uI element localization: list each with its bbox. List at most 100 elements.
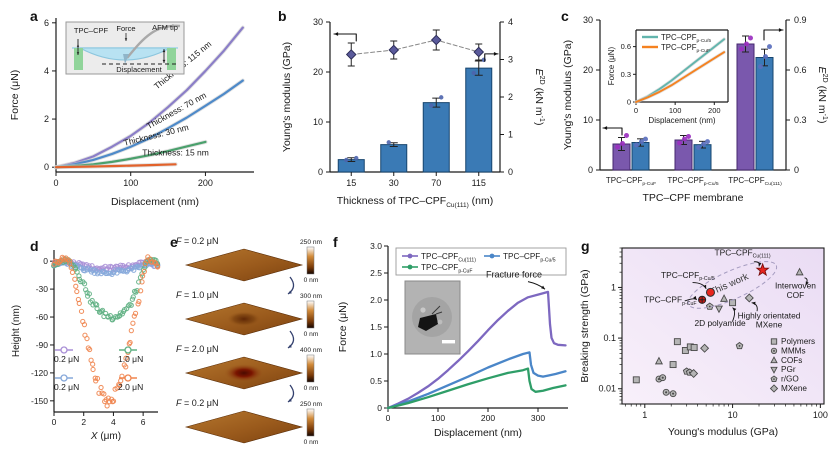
svg-text:TPC–CPFCu(111): TPC–CPFCu(111) xyxy=(728,176,782,187)
panel-label-a: a xyxy=(30,8,38,24)
svg-text:PGr: PGr xyxy=(781,365,796,374)
svg-text:2.0 μN: 2.0 μN xyxy=(118,382,143,392)
svg-text:30: 30 xyxy=(583,15,593,25)
svg-text:0.2 μN: 0.2 μN xyxy=(54,382,79,392)
svg-text:0: 0 xyxy=(794,165,799,175)
svg-text:0: 0 xyxy=(52,417,57,427)
svg-text:0 nm: 0 nm xyxy=(304,331,319,338)
svg-text:2: 2 xyxy=(508,92,513,102)
svg-text:4: 4 xyxy=(508,17,513,27)
svg-text:COFs: COFs xyxy=(781,356,802,365)
svg-text:6: 6 xyxy=(141,417,146,427)
svg-text:MXene: MXene xyxy=(756,320,783,330)
svg-text:100: 100 xyxy=(123,178,138,188)
svg-text:0: 0 xyxy=(627,98,631,107)
svg-text:TPC–CPFp-CuF: TPC–CPFp-CuF xyxy=(661,43,710,54)
svg-text:10: 10 xyxy=(583,115,593,125)
panel-label-e: e xyxy=(170,234,178,250)
svg-text:0 nm: 0 nm xyxy=(304,277,319,284)
svg-text:Young's modulus (GPa): Young's modulus (GPa) xyxy=(562,40,574,150)
svg-text:300: 300 xyxy=(531,413,545,423)
panel-label-d: d xyxy=(30,238,39,254)
svg-text:0: 0 xyxy=(588,165,593,175)
svg-text:TPC–CPFp-CuF: TPC–CPFp-CuF xyxy=(644,295,697,307)
panel-g-strength-modulus-scatter: 1 10 100 0.01 0.1 1 Young's modulus (GPa) Break… xyxy=(579,247,828,438)
svg-text:10: 10 xyxy=(728,410,738,420)
svg-text:TPC–CPFp-CuF: TPC–CPFp-CuF xyxy=(606,176,656,187)
svg-text:0.3: 0.3 xyxy=(621,70,631,79)
svg-text:-60: -60 xyxy=(36,312,49,322)
svg-text:30: 30 xyxy=(313,17,323,27)
svg-text:6: 6 xyxy=(44,18,49,28)
svg-text:1: 1 xyxy=(508,130,513,140)
svg-text:0.3: 0.3 xyxy=(794,115,807,125)
panel-label-b: b xyxy=(278,8,287,24)
svg-text:1: 1 xyxy=(611,282,616,292)
svg-text:Fracture force: Fracture force xyxy=(486,269,542,279)
svg-text:Young's modulus (GPa): Young's modulus (GPa) xyxy=(668,426,778,438)
svg-text:-120: -120 xyxy=(31,368,48,378)
svg-text:0.01: 0.01 xyxy=(598,384,616,394)
panel-d-height-profile-chart: 0 -30 -60 -90 -120 -150 0 2 4 6 X (μm) Height (nm) 0… xyxy=(11,250,161,442)
svg-text:Young's modulus (GPa): Young's modulus (GPa) xyxy=(281,42,293,152)
svg-text:2D polyamide: 2D polyamide xyxy=(694,318,746,328)
svg-text:2: 2 xyxy=(44,114,49,124)
svg-text:TPC–CPFp-CuF: TPC–CPFp-CuF xyxy=(421,263,472,274)
svg-text:200: 200 xyxy=(198,178,213,188)
svg-text:3: 3 xyxy=(508,55,513,65)
svg-text:70: 70 xyxy=(431,178,441,188)
svg-text:Thickness: 15 nm: Thickness: 15 nm xyxy=(142,148,209,158)
svg-text:4: 4 xyxy=(111,417,116,427)
svg-text:COF: COF xyxy=(787,290,805,300)
svg-text:E2D (kN m-1): E2D (kN m-1) xyxy=(816,67,829,124)
svg-text:Height (nm): Height (nm) xyxy=(11,305,22,357)
svg-text:Interwoven: Interwoven xyxy=(775,281,816,291)
svg-text:TPC–CPFp-Cu/5: TPC–CPFp-Cu/5 xyxy=(667,176,719,187)
svg-text:MMMs: MMMs xyxy=(781,346,806,355)
svg-text:0.6: 0.6 xyxy=(621,42,631,51)
svg-text:AFM tip: AFM tip xyxy=(152,23,178,32)
svg-text:0.6: 0.6 xyxy=(794,65,807,75)
svg-text:Polymers: Polymers xyxy=(781,337,815,346)
svg-text:Force (μN): Force (μN) xyxy=(9,70,21,120)
svg-text:TPC–CPFCu(111): TPC–CPFCu(111) xyxy=(421,252,476,263)
svg-text:-150: -150 xyxy=(31,396,48,406)
svg-text:1.5: 1.5 xyxy=(370,322,382,332)
svg-text:Force (μN): Force (μN) xyxy=(607,46,616,85)
svg-text:TPC–CPF membrane: TPC–CPF membrane xyxy=(643,192,744,204)
svg-text:0 nm: 0 nm xyxy=(304,439,319,446)
svg-text:0: 0 xyxy=(634,106,638,115)
svg-text:250 nm: 250 nm xyxy=(300,239,323,246)
svg-text:TPC–CPFCu(111): TPC–CPFCu(111) xyxy=(715,247,771,259)
svg-text:200: 200 xyxy=(481,413,495,423)
svg-text:F = 1.0 μN: F = 1.0 μN xyxy=(176,290,218,300)
svg-text:F = 0.2 μN: F = 0.2 μN xyxy=(176,236,218,246)
panel-a-force-displacement-chart: 0 2 4 6 0 100 200 Displacement (nm) Force (μN) Th… xyxy=(9,18,254,208)
svg-text:-90: -90 xyxy=(36,340,49,350)
svg-text:Highly orientated: Highly orientated xyxy=(738,310,801,320)
svg-text:0: 0 xyxy=(53,178,58,188)
svg-text:0: 0 xyxy=(377,403,382,413)
svg-text:TPC–CPFp-Cu/5: TPC–CPFp-Cu/5 xyxy=(503,252,556,263)
svg-text:0: 0 xyxy=(508,167,513,177)
svg-text:0: 0 xyxy=(43,256,48,266)
svg-text:15: 15 xyxy=(346,178,356,188)
svg-text:TPC–CPF: TPC–CPF xyxy=(74,26,109,35)
svg-text:1.0: 1.0 xyxy=(370,349,382,359)
svg-text:0.1: 0.1 xyxy=(603,333,616,343)
svg-text:Thickness of TPC–CPFCu(111) (n: Thickness of TPC–CPFCu(111) (nm) xyxy=(337,195,494,209)
svg-text:20: 20 xyxy=(313,67,323,77)
svg-text:0 nm: 0 nm xyxy=(304,385,319,392)
svg-text:Displacement (nm): Displacement (nm) xyxy=(648,116,715,125)
svg-text:E2D (kN m-1): E2D (kN m-1) xyxy=(533,69,546,126)
svg-text:X (μm): X (μm) xyxy=(90,431,121,442)
svg-text:20: 20 xyxy=(583,65,593,75)
svg-text:250 nm: 250 nm xyxy=(300,401,323,408)
svg-text:Displacement (nm): Displacement (nm) xyxy=(111,196,199,208)
svg-text:Breaking strength (GPa): Breaking strength (GPa) xyxy=(579,269,591,382)
panel-b-modulus-thickness-chart: 0 10 20 30 0 1 2 3 4 15 30 70 115 Thickness of TPC–CP… xyxy=(281,17,546,209)
svg-text:Force (μN): Force (μN) xyxy=(337,302,349,352)
panel-f-fracture-chart: 0 0.5 1.0 1.5 2.0 2.5 3.0 0 100 200 300 Displacemen… xyxy=(337,241,568,439)
